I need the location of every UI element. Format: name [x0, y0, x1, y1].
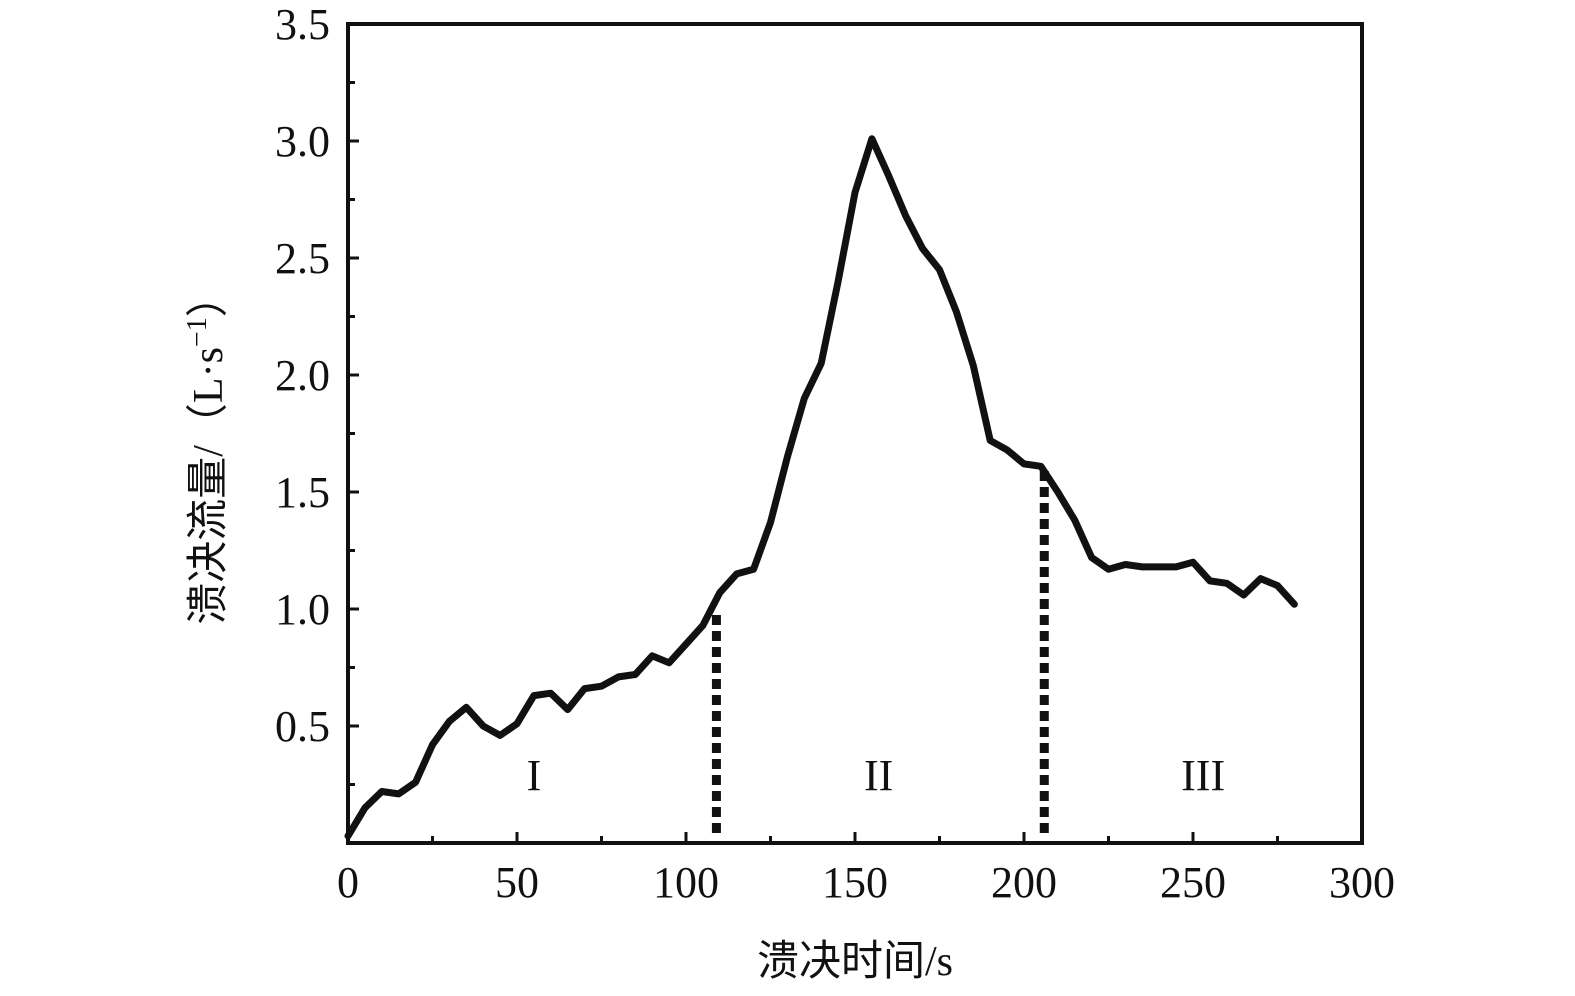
axis-ticks: [346, 22, 1364, 843]
x-tick-label: 0: [337, 858, 359, 907]
x-tick-label: 250: [1160, 858, 1226, 907]
plot-frame: [346, 22, 1364, 845]
y-tick-label: 2.0: [275, 351, 330, 400]
stage-labels: I II III: [527, 751, 1226, 800]
y-tick-label: 3.0: [275, 117, 330, 166]
y-axis-title-main: 溃决流量/（L·s: [186, 347, 232, 625]
y-tick-label: 3.5: [275, 0, 330, 49]
x-axis-title: 溃决时间/s: [757, 939, 953, 985]
x-tick-label: 150: [822, 858, 888, 907]
stage-label: II: [864, 751, 893, 800]
y-tick-label: 1.5: [275, 468, 330, 517]
x-tick-label: 200: [991, 858, 1057, 907]
y-axis-title-superscript: −1: [182, 317, 213, 347]
tick-labels: 0 50 100 150 200 250 300 0.5 1.0 1.5 2.0 2.5 3.0 3.5: [275, 0, 1395, 907]
stage-boundaries: [711, 470, 1049, 833]
x-tick-label: 100: [653, 858, 719, 907]
x-tick-label: 50: [495, 858, 539, 907]
x-tick-label: 300: [1329, 858, 1395, 907]
y-axis-title: 溃决流量/（L·s−1）: [182, 275, 232, 624]
y-tick-label: 2.5: [275, 234, 330, 283]
y-tick-label: 0.5: [275, 702, 330, 751]
y-axis-title-close: ）: [186, 275, 232, 317]
series-line: [344, 135, 1298, 840]
y-tick-label: 1.0: [275, 585, 330, 634]
stage-label: III: [1181, 751, 1225, 800]
stage-label: I: [527, 751, 542, 800]
